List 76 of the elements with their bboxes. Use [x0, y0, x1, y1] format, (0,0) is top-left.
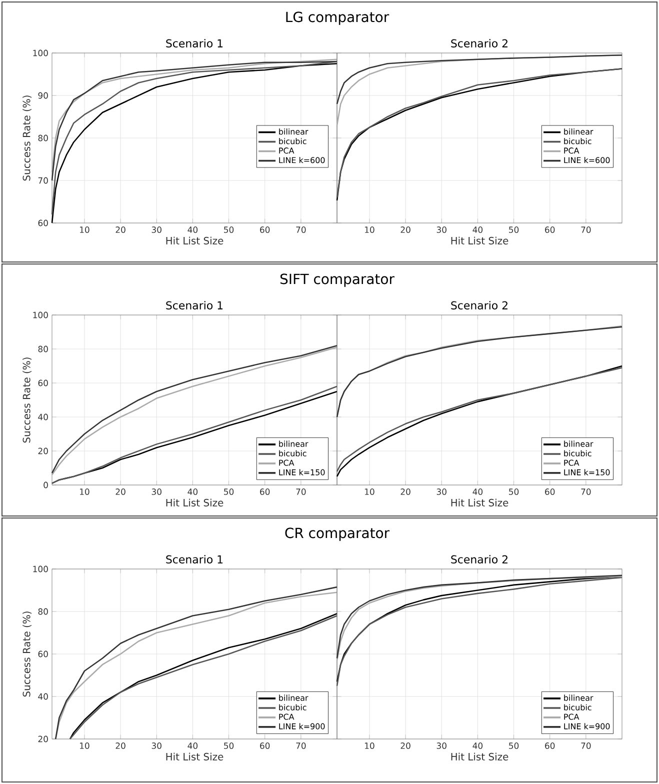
x-tick-label: 40	[188, 742, 198, 749]
x-tick-label: 70	[296, 742, 306, 749]
x-tick-label: 30	[152, 488, 162, 495]
x-tick-label: 10	[365, 488, 374, 495]
x-tick-label: 40	[472, 226, 483, 233]
y-tick-label: 80	[38, 346, 48, 352]
x-axis-title: Hit List Size	[166, 752, 224, 760]
x-tick-label: 20	[116, 226, 126, 233]
x-tick-label: 20	[400, 742, 410, 749]
x-tick-label: 10	[80, 488, 90, 495]
y-tick-label: 60	[38, 220, 48, 226]
x-tick-label: 30	[152, 226, 162, 233]
x-tick-label: 40	[472, 742, 483, 749]
x-axis-title: Hit List Size	[451, 236, 508, 244]
x-tick-label: 70	[581, 226, 591, 233]
x-tick-label: 70	[296, 226, 306, 233]
y-tick-label: 40	[38, 693, 48, 700]
x-tick-label: 20	[116, 742, 126, 749]
x-axis-title: Hit List Size	[166, 236, 224, 244]
x-axis-title: Hit List Size	[451, 498, 508, 506]
x-tick-label: 20	[116, 488, 126, 495]
x-tick-label: 40	[188, 226, 198, 233]
y-tick-label: 40	[38, 414, 48, 420]
x-tick-label: 30	[436, 226, 446, 233]
chart-title: Scenario 2	[451, 39, 508, 48]
text: LG comparator	[286, 12, 390, 25]
y-tick-label: 60	[38, 380, 48, 386]
y-tick-label: 20	[38, 736, 48, 742]
x-tick-label: 70	[581, 488, 591, 495]
y-tick-label: 80	[38, 608, 48, 615]
x-tick-label: 30	[152, 742, 162, 749]
x-tick-label: 50	[224, 488, 234, 495]
x-tick-label: 60	[260, 488, 270, 495]
y-tick-label: 80	[38, 134, 48, 142]
x-tick-label: 10	[80, 226, 90, 233]
x-tick-label: 70	[296, 488, 306, 495]
x-tick-label: 50	[509, 226, 519, 233]
x-tick-label: 60	[260, 742, 270, 749]
y-axis-title: Success Rate (%)	[22, 358, 32, 443]
x-tick-label: 60	[545, 226, 555, 233]
x-tick-label: 10	[365, 226, 374, 233]
y-tick-label: 100	[33, 566, 48, 572]
y-axis-title: Success Rate (%)	[22, 96, 32, 181]
x-tick-label: 50	[224, 226, 234, 233]
x-axis-title: Hit List Size	[451, 752, 508, 760]
x-tick-label: 50	[224, 742, 234, 749]
text: CR comparator	[285, 528, 390, 541]
x-tick-label: 30	[436, 488, 446, 495]
y-tick-label: 90	[38, 92, 48, 99]
x-tick-label: 40	[188, 488, 198, 495]
x-tick-label: 10	[80, 742, 90, 749]
x-tick-label: 60	[260, 226, 270, 233]
y-tick-label: 20	[38, 448, 48, 454]
x-tick-label: 60	[545, 742, 555, 749]
x-tick-label: 50	[509, 488, 519, 495]
y-tick-label: 100	[33, 50, 48, 56]
x-tick-label: 10	[365, 742, 374, 749]
y-tick-label: 60	[38, 650, 48, 658]
y-tick-label: 70	[38, 177, 48, 184]
chart-title: Scenario 1	[166, 39, 223, 48]
x-tick-label: 20	[400, 226, 410, 233]
x-tick-label: 60	[545, 488, 555, 495]
chart-title: Scenario 2	[451, 301, 508, 310]
chart-title: Scenario 2	[451, 555, 508, 564]
y-axis-title: Success Rate (%)	[22, 612, 32, 697]
x-tick-label: 40	[472, 488, 483, 495]
y-tick-label: 100	[33, 312, 48, 318]
x-tick-label: 50	[509, 742, 519, 749]
chart-title: Scenario 1	[166, 555, 223, 564]
x-axis-title: Hit List Size	[166, 498, 224, 506]
y-tick-label: 0	[44, 482, 48, 488]
x-tick-label: 70	[581, 742, 591, 749]
x-tick-label: 30	[436, 742, 446, 749]
text: SIFT comparator	[280, 274, 394, 287]
x-tick-label: 20	[400, 488, 410, 495]
chart-title: Scenario 1	[166, 301, 223, 310]
